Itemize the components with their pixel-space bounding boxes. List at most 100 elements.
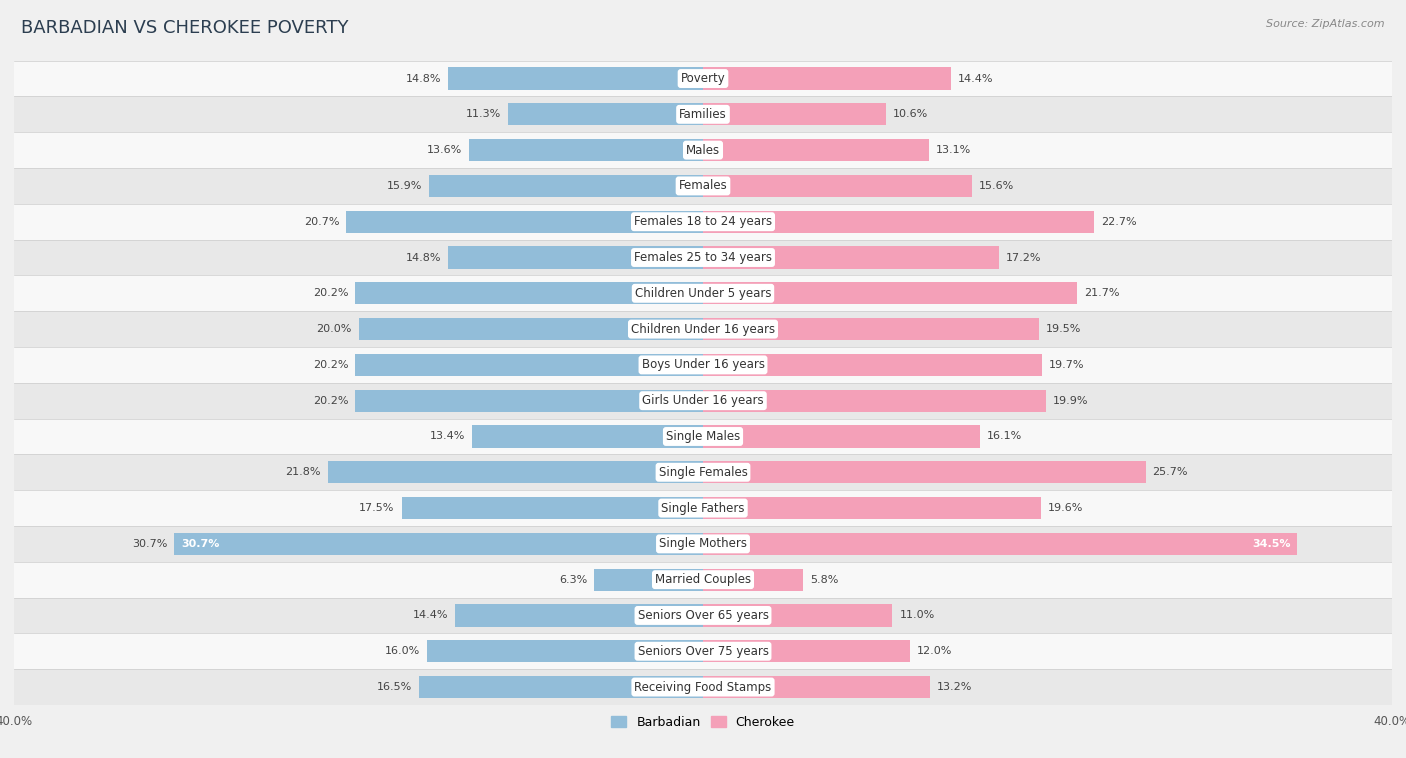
Text: 14.4%: 14.4% — [957, 74, 994, 83]
Bar — [14, 634, 1392, 669]
Text: 21.8%: 21.8% — [285, 467, 321, 478]
Text: 15.6%: 15.6% — [979, 181, 1014, 191]
Bar — [14, 132, 1392, 168]
Bar — [14, 597, 1392, 634]
Text: 13.2%: 13.2% — [938, 682, 973, 692]
Bar — [703, 139, 928, 161]
Bar — [703, 568, 803, 590]
Text: Source: ZipAtlas.com: Source: ZipAtlas.com — [1267, 19, 1385, 29]
Bar — [449, 67, 703, 89]
Bar — [359, 318, 703, 340]
Text: Children Under 16 years: Children Under 16 years — [631, 323, 775, 336]
Text: 15.9%: 15.9% — [387, 181, 422, 191]
Bar — [14, 240, 1392, 275]
Text: 13.1%: 13.1% — [935, 145, 970, 155]
Text: 19.7%: 19.7% — [1049, 360, 1084, 370]
Text: Boys Under 16 years: Boys Under 16 years — [641, 359, 765, 371]
Text: 14.8%: 14.8% — [406, 74, 441, 83]
Bar — [472, 425, 703, 447]
Bar — [14, 96, 1392, 132]
Text: 17.2%: 17.2% — [1007, 252, 1042, 262]
Text: 19.9%: 19.9% — [1053, 396, 1088, 406]
Text: Single Males: Single Males — [666, 430, 740, 443]
Text: 20.7%: 20.7% — [304, 217, 340, 227]
Text: BARBADIAN VS CHEROKEE POVERTY: BARBADIAN VS CHEROKEE POVERTY — [21, 19, 349, 37]
Text: Children Under 5 years: Children Under 5 years — [634, 287, 772, 300]
Bar — [449, 246, 703, 268]
Bar — [14, 275, 1392, 312]
Bar — [356, 282, 703, 305]
Bar — [703, 211, 1094, 233]
Bar — [509, 103, 703, 125]
Bar — [346, 211, 703, 233]
Text: 14.4%: 14.4% — [412, 610, 449, 621]
Bar — [703, 318, 1039, 340]
Text: 13.6%: 13.6% — [426, 145, 461, 155]
Text: 19.5%: 19.5% — [1046, 324, 1081, 334]
Bar — [703, 497, 1040, 519]
Bar — [14, 418, 1392, 454]
Bar — [703, 390, 1046, 412]
Text: 20.2%: 20.2% — [312, 288, 349, 299]
Text: 12.0%: 12.0% — [917, 647, 952, 656]
Bar — [703, 246, 1000, 268]
Bar — [328, 461, 703, 484]
Text: 20.2%: 20.2% — [312, 396, 349, 406]
Text: Girls Under 16 years: Girls Under 16 years — [643, 394, 763, 407]
Text: Families: Families — [679, 108, 727, 121]
Bar — [356, 354, 703, 376]
Bar — [703, 641, 910, 662]
Text: 11.0%: 11.0% — [900, 610, 935, 621]
Bar — [703, 67, 950, 89]
Text: Females 25 to 34 years: Females 25 to 34 years — [634, 251, 772, 264]
Bar — [703, 461, 1146, 484]
Text: 16.5%: 16.5% — [377, 682, 412, 692]
Text: 17.5%: 17.5% — [360, 503, 395, 513]
Bar — [703, 175, 972, 197]
Bar — [703, 604, 893, 627]
Bar — [703, 425, 980, 447]
Text: 22.7%: 22.7% — [1101, 217, 1136, 227]
Text: 10.6%: 10.6% — [893, 109, 928, 119]
Bar — [14, 669, 1392, 705]
Text: 30.7%: 30.7% — [132, 539, 167, 549]
Text: 20.2%: 20.2% — [312, 360, 349, 370]
Bar — [14, 347, 1392, 383]
Text: 16.0%: 16.0% — [385, 647, 420, 656]
Text: Receiving Food Stamps: Receiving Food Stamps — [634, 681, 772, 694]
Text: 5.8%: 5.8% — [810, 575, 838, 584]
Text: 11.3%: 11.3% — [467, 109, 502, 119]
Text: Single Females: Single Females — [658, 465, 748, 479]
Bar — [595, 568, 703, 590]
Bar — [174, 533, 703, 555]
Bar — [14, 454, 1392, 490]
Bar — [14, 168, 1392, 204]
Text: Males: Males — [686, 143, 720, 157]
Bar — [14, 204, 1392, 240]
Bar — [14, 61, 1392, 96]
Text: Seniors Over 75 years: Seniors Over 75 years — [637, 645, 769, 658]
Text: Single Fathers: Single Fathers — [661, 502, 745, 515]
Bar — [703, 282, 1077, 305]
Text: 34.5%: 34.5% — [1251, 539, 1291, 549]
Bar — [356, 390, 703, 412]
Bar — [14, 562, 1392, 597]
Bar — [429, 175, 703, 197]
Bar — [402, 497, 703, 519]
Bar — [14, 312, 1392, 347]
Bar — [14, 526, 1392, 562]
Text: 30.7%: 30.7% — [181, 539, 219, 549]
Text: 6.3%: 6.3% — [560, 575, 588, 584]
Bar — [419, 676, 703, 698]
Text: Females: Females — [679, 180, 727, 193]
Text: 19.6%: 19.6% — [1047, 503, 1083, 513]
Bar — [703, 354, 1042, 376]
Bar — [703, 533, 1298, 555]
Text: Seniors Over 65 years: Seniors Over 65 years — [637, 609, 769, 622]
Text: 21.7%: 21.7% — [1084, 288, 1119, 299]
Text: 25.7%: 25.7% — [1153, 467, 1188, 478]
Text: Females 18 to 24 years: Females 18 to 24 years — [634, 215, 772, 228]
Bar — [703, 676, 931, 698]
Text: Poverty: Poverty — [681, 72, 725, 85]
Text: 16.1%: 16.1% — [987, 431, 1022, 441]
